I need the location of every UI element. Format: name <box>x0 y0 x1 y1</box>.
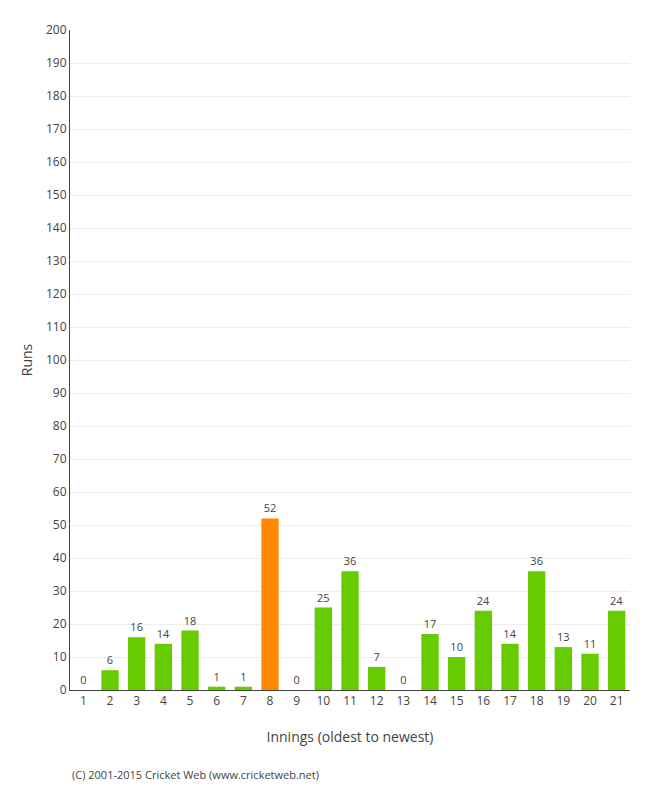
svg-text:52: 52 <box>264 500 277 515</box>
svg-text:0: 0 <box>60 681 67 698</box>
svg-text:0: 0 <box>294 672 300 687</box>
svg-text:18: 18 <box>530 692 544 709</box>
svg-text:7: 7 <box>374 649 380 664</box>
svg-text:20: 20 <box>583 692 597 709</box>
svg-text:190: 190 <box>46 54 67 71</box>
svg-text:0: 0 <box>80 672 86 687</box>
svg-text:110: 110 <box>46 318 67 335</box>
svg-text:17: 17 <box>424 616 437 631</box>
svg-text:1: 1 <box>240 669 246 684</box>
svg-text:14: 14 <box>503 626 516 641</box>
svg-text:14: 14 <box>423 692 437 709</box>
svg-text:70: 70 <box>53 450 67 467</box>
svg-text:130: 130 <box>46 252 67 269</box>
svg-text:16: 16 <box>130 619 143 634</box>
svg-text:10: 10 <box>316 692 330 709</box>
svg-text:4: 4 <box>160 692 167 709</box>
svg-text:160: 160 <box>46 153 67 170</box>
svg-text:24: 24 <box>610 593 623 608</box>
svg-text:24: 24 <box>477 593 490 608</box>
svg-text:6: 6 <box>107 652 113 667</box>
svg-text:21: 21 <box>610 692 624 709</box>
svg-text:60: 60 <box>53 483 67 500</box>
svg-text:(C) 2001-2015 Cricket Web (www: (C) 2001-2015 Cricket Web (www.cricketwe… <box>72 767 319 782</box>
svg-text:10: 10 <box>53 648 67 665</box>
svg-text:7: 7 <box>240 692 247 709</box>
svg-text:10: 10 <box>450 639 463 654</box>
svg-text:15: 15 <box>450 692 464 709</box>
svg-text:36: 36 <box>530 553 543 568</box>
svg-text:8: 8 <box>267 692 274 709</box>
svg-text:200: 200 <box>46 21 67 38</box>
svg-text:13: 13 <box>557 629 570 644</box>
svg-text:12: 12 <box>370 692 384 709</box>
svg-text:180: 180 <box>46 87 67 104</box>
svg-text:50: 50 <box>53 516 67 533</box>
svg-text:80: 80 <box>53 417 67 434</box>
svg-text:5: 5 <box>187 692 194 709</box>
svg-text:Innings (oldest to newest): Innings (oldest to newest) <box>267 727 434 746</box>
svg-text:6: 6 <box>213 692 220 709</box>
svg-text:25: 25 <box>317 590 330 605</box>
svg-text:11: 11 <box>343 692 357 709</box>
svg-text:36: 36 <box>344 553 357 568</box>
svg-text:14: 14 <box>157 626 170 641</box>
svg-text:16: 16 <box>476 692 490 709</box>
svg-text:0: 0 <box>400 672 406 687</box>
svg-text:20: 20 <box>53 615 67 632</box>
svg-text:150: 150 <box>46 186 67 203</box>
svg-text:140: 140 <box>46 219 67 236</box>
svg-text:100: 100 <box>46 351 67 368</box>
svg-text:90: 90 <box>53 384 67 401</box>
svg-text:18: 18 <box>184 613 197 628</box>
svg-text:120: 120 <box>46 285 67 302</box>
svg-text:1: 1 <box>80 692 87 709</box>
svg-text:40: 40 <box>53 549 67 566</box>
svg-text:1: 1 <box>214 669 220 684</box>
svg-text:Runs: Runs <box>17 343 36 376</box>
svg-text:3: 3 <box>133 692 140 709</box>
svg-text:13: 13 <box>396 692 410 709</box>
svg-text:2: 2 <box>107 692 114 709</box>
svg-text:19: 19 <box>556 692 570 709</box>
svg-text:170: 170 <box>46 120 67 137</box>
svg-text:9: 9 <box>293 692 300 709</box>
svg-text:11: 11 <box>584 636 597 651</box>
svg-text:17: 17 <box>503 692 517 709</box>
svg-text:30: 30 <box>53 582 67 599</box>
